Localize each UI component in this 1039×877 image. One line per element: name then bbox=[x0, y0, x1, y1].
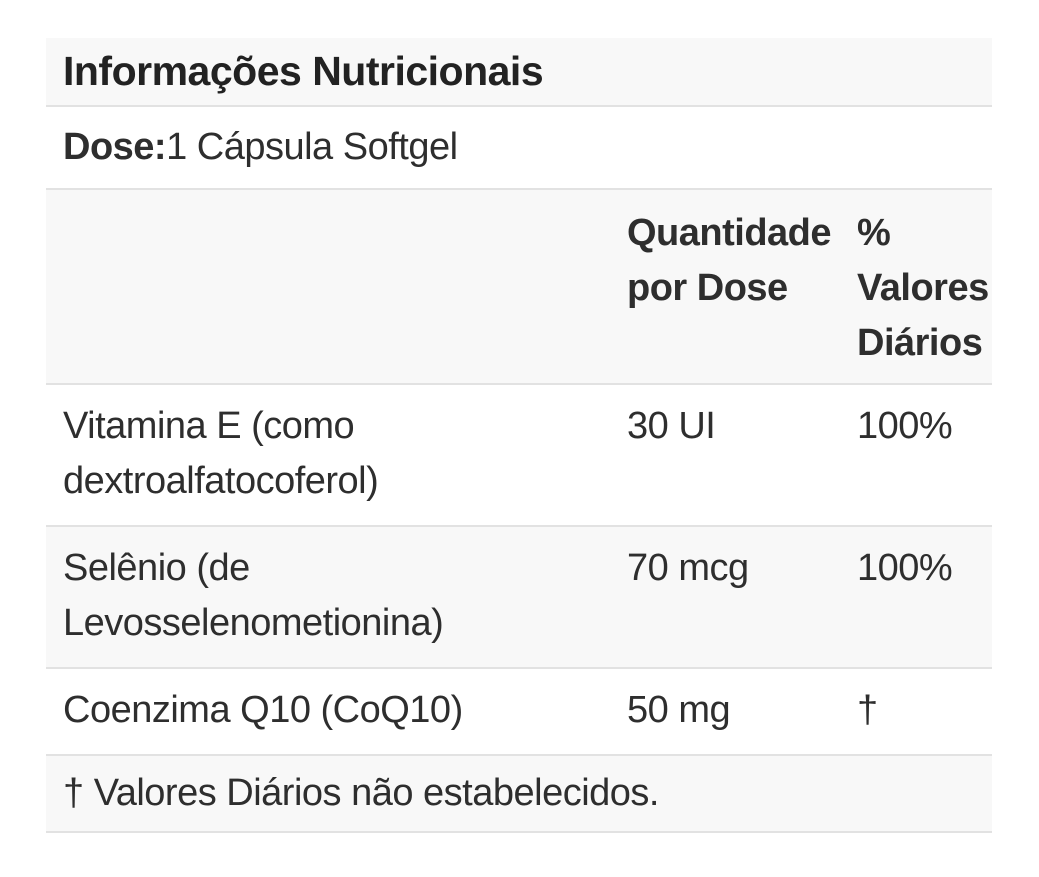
footnote-band: † Valores Diários não estabelecidos. bbox=[46, 754, 992, 833]
nutrient-name: Vitamina E (como dextroalfatocoferol) bbox=[63, 405, 379, 502]
table-row: Selênio (de Levosselenometionina) 70 mcg… bbox=[46, 525, 992, 667]
nutrient-amount: 30 UI bbox=[627, 405, 716, 447]
nutrition-facts-panel: Informações Nutricionais Dose: 1 Cápsula… bbox=[46, 38, 992, 833]
nutrient-amount: 70 mcg bbox=[627, 547, 749, 589]
nutrient-amount: 50 mg bbox=[627, 689, 731, 731]
serving-size-label: Dose: bbox=[63, 126, 167, 168]
serving-size-value: 1 Cápsula Softgel bbox=[166, 126, 458, 168]
table-header-row: Quantidade por Dose % Valores Diários bbox=[46, 188, 992, 383]
nutrient-dv: 100% bbox=[857, 405, 953, 447]
nutrient-dv: † bbox=[857, 689, 878, 731]
header-nutrient bbox=[46, 206, 627, 371]
table-row: Coenzima Q10 (CoQ10) 50 mg † bbox=[46, 667, 992, 754]
table-row: Vitamina E (como dextroalfatocoferol) 30… bbox=[46, 383, 992, 525]
footnote-text: † Valores Diários não estabelecidos. bbox=[63, 772, 659, 814]
nutrition-title-band: Informações Nutricionais bbox=[46, 38, 992, 105]
header-percent-daily-value: % Valores Diários bbox=[857, 212, 989, 364]
nutrient-dv: 100% bbox=[857, 547, 953, 589]
nutrition-title: Informações Nutricionais bbox=[63, 48, 544, 94]
nutrient-name: Selênio (de Levosselenometionina) bbox=[63, 547, 444, 644]
header-amount-per-serving: Quantidade por Dose bbox=[627, 212, 832, 309]
nutrient-name: Coenzima Q10 (CoQ10) bbox=[63, 689, 463, 731]
serving-size-band: Dose: 1 Cápsula Softgel bbox=[46, 105, 992, 188]
